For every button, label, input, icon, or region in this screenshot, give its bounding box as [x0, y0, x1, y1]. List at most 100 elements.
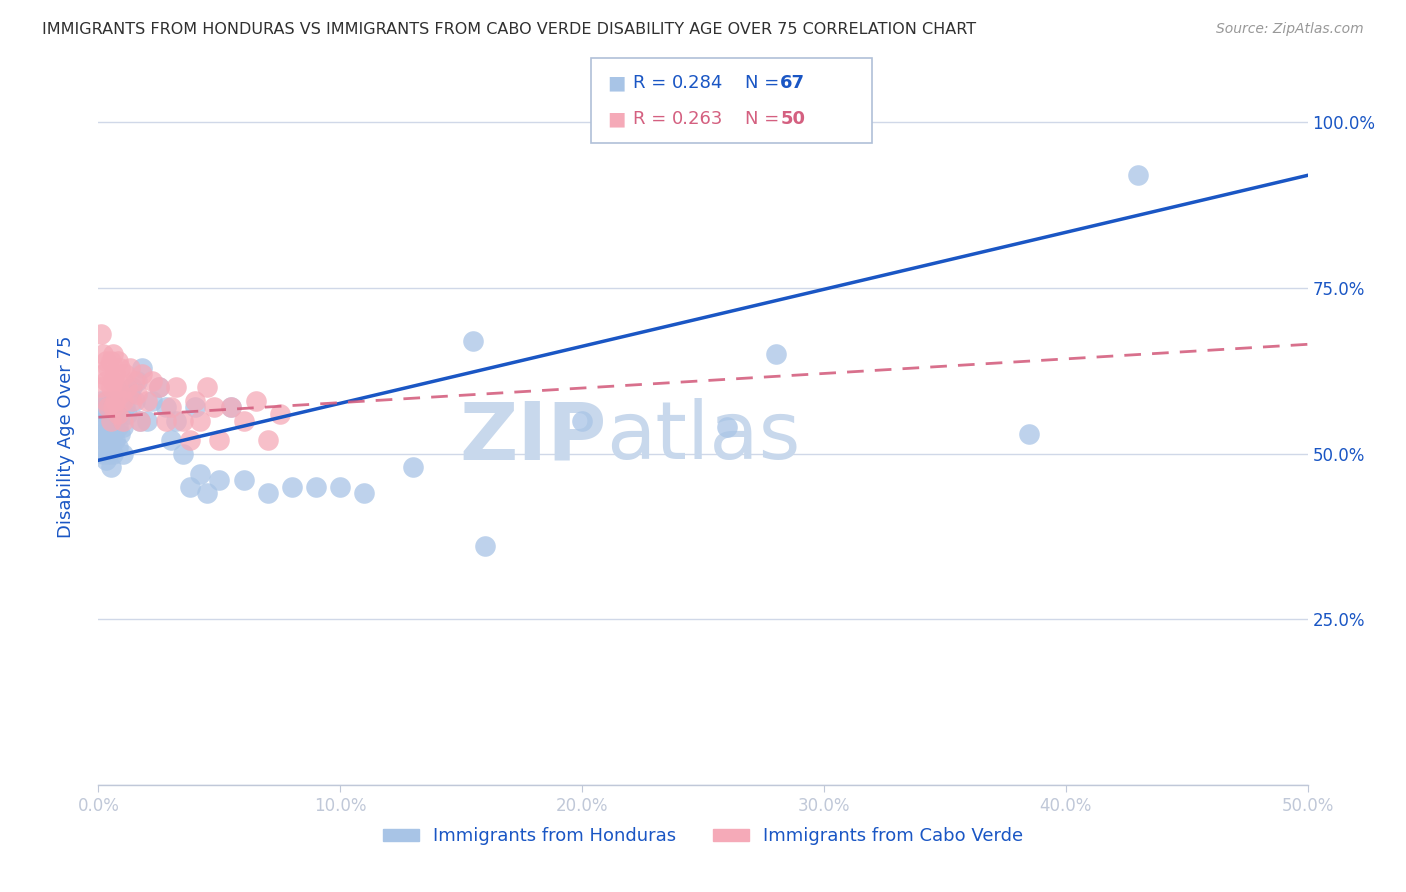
Point	[107, 380, 129, 394]
Point	[148, 380, 170, 394]
Text: Source: ZipAtlas.com: Source: ZipAtlas.com	[1216, 22, 1364, 37]
Point	[104, 367, 127, 381]
Point	[117, 407, 139, 421]
Point	[111, 393, 134, 408]
Point	[90, 426, 112, 441]
Point	[155, 413, 177, 427]
Point	[91, 401, 114, 415]
Point	[160, 401, 183, 415]
Point	[101, 407, 124, 421]
Point	[90, 413, 112, 427]
Point	[97, 447, 120, 461]
Point	[101, 374, 124, 388]
Point	[208, 434, 231, 448]
Point	[108, 407, 131, 421]
Point	[716, 420, 738, 434]
Point	[100, 380, 122, 394]
Point	[111, 447, 134, 461]
Point	[128, 413, 150, 427]
Point	[101, 401, 124, 415]
Point	[121, 393, 143, 408]
Point	[111, 413, 134, 427]
Text: ZIP: ZIP	[458, 398, 606, 476]
Point	[94, 354, 117, 368]
Point	[135, 393, 157, 408]
Point	[160, 434, 183, 448]
Point	[107, 440, 129, 454]
Point	[221, 401, 243, 415]
Point	[108, 387, 131, 401]
Point	[165, 413, 187, 427]
Point	[1128, 169, 1150, 183]
Text: atlas: atlas	[606, 398, 800, 476]
Point	[94, 407, 117, 421]
Point	[90, 380, 112, 394]
Point	[245, 393, 267, 408]
Point	[463, 334, 485, 348]
Point	[232, 473, 254, 487]
Text: R =: R =	[633, 74, 672, 92]
Point	[91, 434, 114, 448]
Point	[91, 347, 114, 361]
Point	[97, 434, 120, 448]
Point	[188, 467, 211, 481]
Point	[232, 413, 254, 427]
Point	[100, 440, 122, 454]
Point	[97, 401, 120, 415]
Point	[1018, 426, 1040, 441]
Point	[114, 367, 136, 381]
Point	[184, 393, 207, 408]
Point	[90, 327, 112, 342]
Text: N =: N =	[745, 74, 785, 92]
Point	[104, 393, 127, 408]
Point	[107, 407, 129, 421]
Text: 67: 67	[780, 74, 806, 92]
Text: 0.263: 0.263	[672, 110, 724, 128]
Point	[94, 393, 117, 408]
Point	[101, 347, 124, 361]
Point	[208, 473, 231, 487]
Point	[100, 459, 122, 474]
Point	[97, 413, 120, 427]
Point	[94, 393, 117, 408]
Point	[148, 380, 170, 394]
Point	[117, 380, 139, 394]
Point	[118, 360, 141, 375]
Point	[256, 434, 278, 448]
Point	[97, 360, 120, 375]
Point	[94, 440, 117, 454]
Point	[188, 413, 211, 427]
Point	[94, 453, 117, 467]
Point	[131, 360, 153, 375]
Point	[184, 401, 207, 415]
Point	[94, 426, 117, 441]
Point	[111, 420, 134, 434]
Point	[100, 354, 122, 368]
Point	[221, 401, 243, 415]
Point	[269, 407, 291, 421]
Point	[765, 347, 787, 361]
Point	[100, 420, 122, 434]
Point	[90, 393, 112, 408]
Point	[101, 426, 124, 441]
Point	[97, 401, 120, 415]
Point	[165, 380, 187, 394]
Point	[155, 401, 177, 415]
Point	[353, 486, 375, 500]
Point	[104, 413, 127, 427]
Point	[128, 413, 150, 427]
Point	[124, 374, 146, 388]
Point	[195, 380, 218, 394]
Text: N =: N =	[745, 110, 785, 128]
Text: 50: 50	[780, 110, 806, 128]
Point	[141, 393, 163, 408]
Point	[104, 434, 127, 448]
Text: R =: R =	[633, 110, 672, 128]
Text: ■: ■	[607, 109, 626, 128]
Point	[118, 387, 141, 401]
Point	[172, 447, 194, 461]
Point	[281, 480, 304, 494]
Point	[256, 486, 278, 500]
Point	[91, 447, 114, 461]
Point	[135, 413, 157, 427]
